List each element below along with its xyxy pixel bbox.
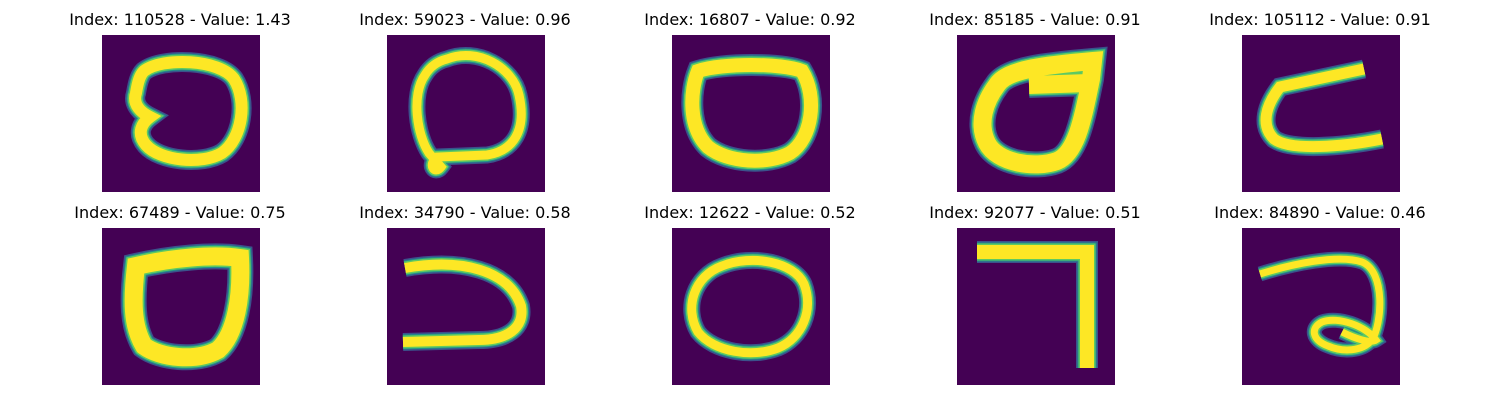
digit-image [102, 228, 260, 385]
digit-stroke [685, 58, 819, 168]
panel-title: Index: 92077 - Value: 0.51 [929, 203, 1141, 222]
panel-title: Index: 67489 - Value: 0.75 [74, 203, 286, 222]
digit-image [957, 228, 1115, 385]
digit-stroke [1258, 255, 1384, 354]
image-panel: Index: 110528 - Value: 1.43 [30, 10, 330, 200]
digit-image [387, 35, 545, 192]
digit-stroke [402, 259, 527, 347]
panel-title: Index: 59023 - Value: 0.96 [359, 10, 571, 29]
panel-title: Index: 84890 - Value: 0.46 [1214, 203, 1426, 222]
panel-title: Index: 105112 - Value: 0.91 [1209, 10, 1431, 29]
digit-image [1242, 228, 1400, 385]
digit-image [672, 35, 830, 192]
digit-stroke [412, 50, 526, 175]
image-panel: Index: 34790 - Value: 0.58 [315, 203, 615, 393]
digit-image [672, 228, 830, 385]
image-panel: Index: 85185 - Value: 0.91 [885, 10, 1185, 200]
digit-image [102, 35, 260, 192]
panel-title: Index: 110528 - Value: 1.43 [69, 10, 291, 29]
digit-image [387, 228, 545, 385]
digit-stroke [973, 51, 1104, 174]
digit-stroke [124, 247, 250, 367]
digit-image [957, 35, 1115, 192]
image-panel: Index: 105112 - Value: 0.91 [1170, 10, 1470, 200]
image-panel: Index: 92077 - Value: 0.51 [885, 203, 1185, 393]
digit-stroke [129, 56, 248, 166]
image-panel: Index: 12622 - Value: 0.52 [600, 203, 900, 393]
digit-image [1242, 35, 1400, 192]
panel-title: Index: 12622 - Value: 0.52 [644, 203, 856, 222]
image-panel: Index: 16807 - Value: 0.92 [600, 10, 900, 200]
panel-title: Index: 34790 - Value: 0.58 [359, 203, 571, 222]
digit-stroke [687, 255, 812, 358]
digit-stroke [977, 245, 1094, 368]
digit-stroke [1260, 63, 1384, 153]
panel-title: Index: 16807 - Value: 0.92 [644, 10, 856, 29]
panel-title: Index: 85185 - Value: 0.91 [929, 10, 1141, 29]
image-panel: Index: 67489 - Value: 0.75 [30, 203, 330, 393]
image-panel: Index: 59023 - Value: 0.96 [315, 10, 615, 200]
image-panel: Index: 84890 - Value: 0.46 [1170, 203, 1470, 393]
